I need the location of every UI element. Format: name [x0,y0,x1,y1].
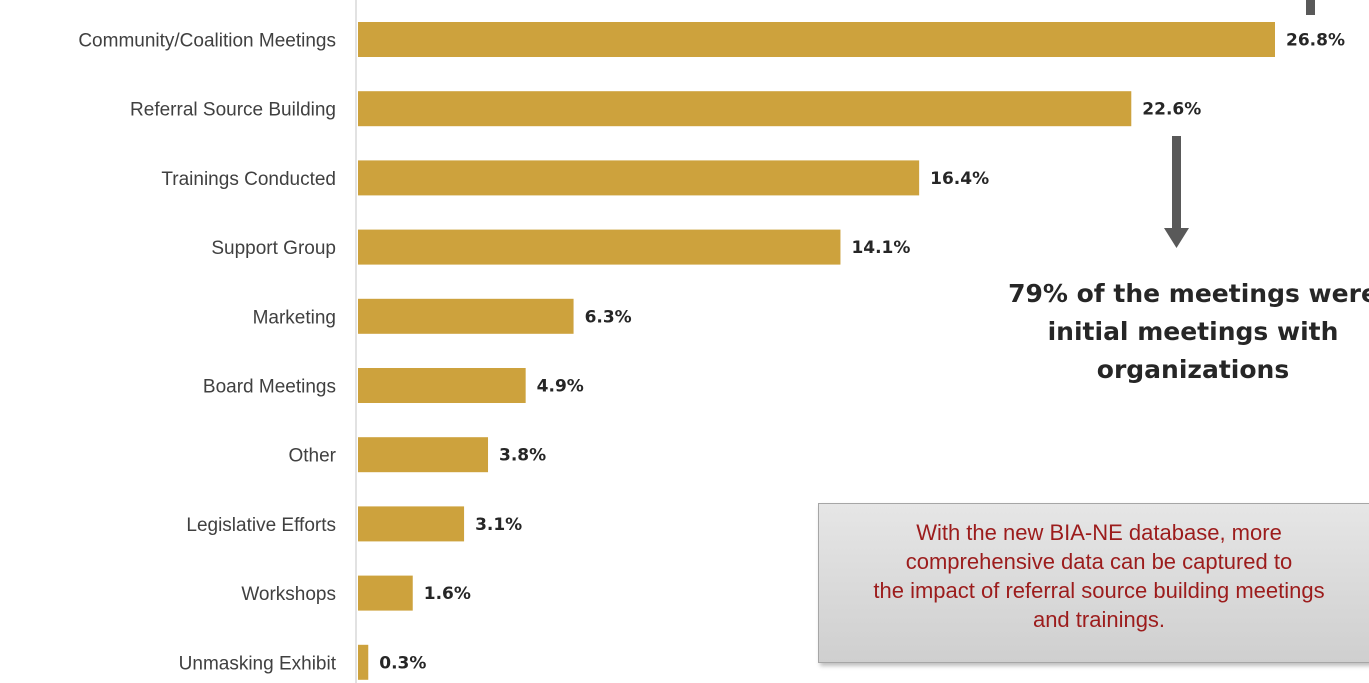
bar [358,22,1275,57]
value-label: 6.3% [585,307,632,327]
note-line-4: and trainings. [1032,607,1166,632]
bars-group: Community/Coalition Meetings 26.8% Referra… [78,22,1345,680]
bar [358,298,574,334]
value-label: 22.6% [1142,100,1201,120]
value-label: 3.1% [475,515,522,535]
category-label: Board Meetings [203,377,336,398]
value-label: 26.8% [1286,31,1345,51]
value-label: 1.6% [424,584,471,604]
bar [358,437,489,473]
category-label: Marketing [253,307,336,328]
category-label: Unmasking Exhibit [179,653,337,674]
bar [358,160,920,196]
bar [358,506,465,542]
callout-line-3: organizations [1096,355,1290,384]
category-label: Other [288,446,336,467]
value-label: 3.8% [499,446,546,466]
note-line-2: comprehensive data can be captured to [905,549,1293,574]
value-label: 4.9% [537,377,584,397]
down-arrow-stem [1172,136,1181,228]
category-label: Community/Coalition Meetings [78,31,336,52]
top-arrow-stem [1306,0,1315,15]
note-box: With the new BIA-NE database, more compr… [818,503,1369,663]
value-label: 16.4% [930,169,989,189]
category-label: Referral Source Building [130,100,336,121]
callout-text: 79% of the meetings were initial meeting… [993,275,1369,389]
callout-line-2: initial meetings with [1047,317,1339,346]
value-label: 0.3% [379,653,426,673]
category-label: Workshops [241,584,336,605]
arrows-group [1164,0,1315,248]
callout-line-1: 79% of the meetings were [1008,279,1369,308]
bar [358,644,369,680]
bar [358,91,1132,127]
bar [358,229,841,265]
value-label: 14.1% [851,238,910,258]
note-text: With the new BIA-NE database, more compr… [819,518,1369,634]
note-line-1: With the new BIA-NE database, more [916,520,1282,545]
category-label: Trainings Conducted [161,169,336,190]
category-label: Legislative Efforts [186,515,336,536]
note-line-3: the impact of referral source building m… [873,578,1325,603]
down-arrow-head [1164,228,1189,248]
bar [358,575,413,611]
bar [358,368,526,403]
category-label: Support Group [211,238,336,259]
